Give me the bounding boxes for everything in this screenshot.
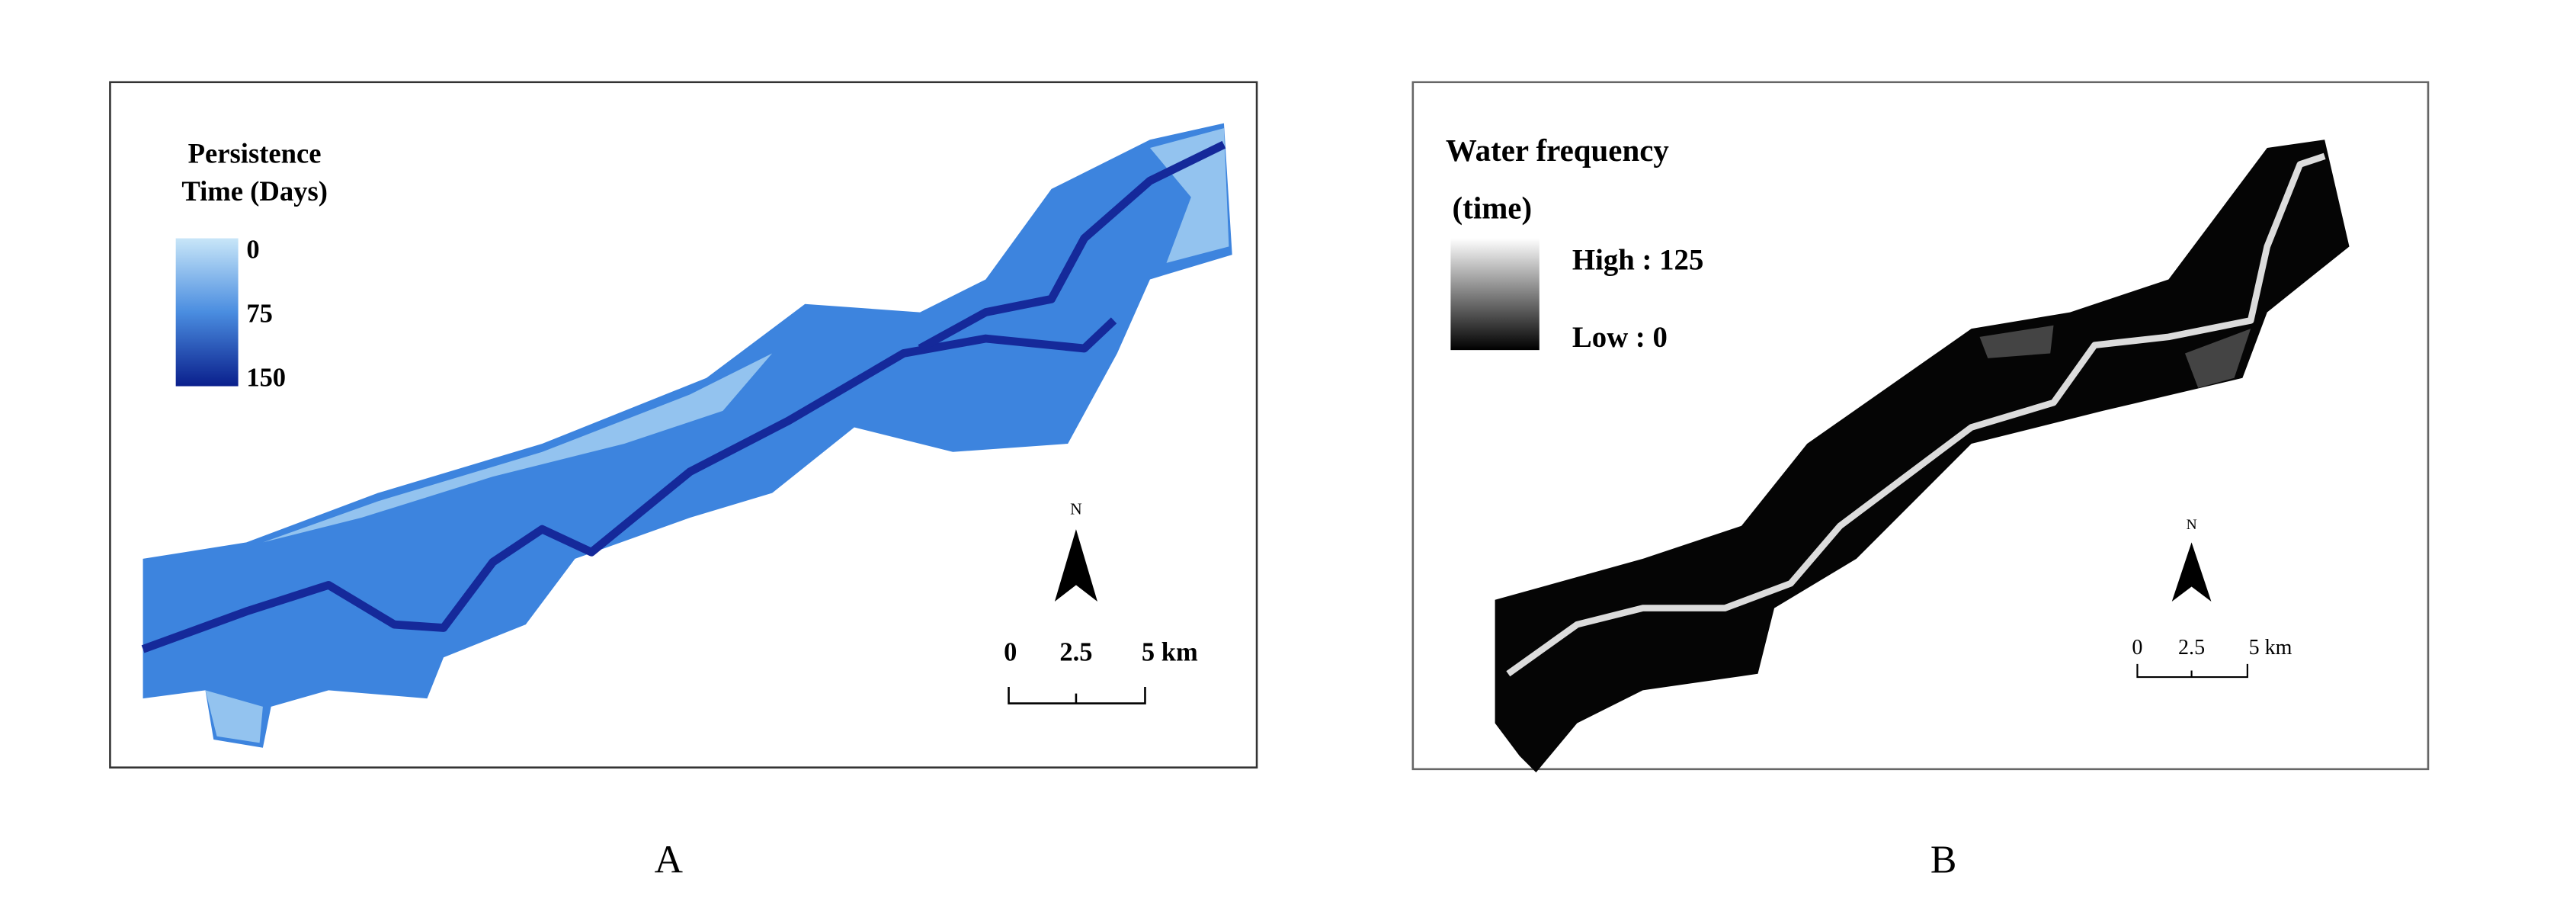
panel-caption: A <box>655 839 683 882</box>
legend-label: High : 125 <box>1572 244 1703 277</box>
occasional-water <box>2184 329 2251 388</box>
legend-label: 0 <box>246 235 259 264</box>
scale-label: 2.5 <box>1059 638 1092 667</box>
legend-title: Water frequency <box>1446 133 1669 168</box>
low-persistence-area <box>1149 128 1229 263</box>
river-extent <box>143 123 1232 748</box>
legend-label: Low : 0 <box>1572 321 1668 354</box>
legend-gradient <box>1450 238 1540 351</box>
river-extent <box>1495 140 2350 773</box>
north-label: N <box>1070 500 1082 518</box>
scale-label: 0 <box>1004 638 1017 667</box>
legend-label: 75 <box>246 299 272 328</box>
scale-label: 0 <box>2132 636 2142 659</box>
north-label: N <box>2187 517 2197 533</box>
scale-label: 2.5 <box>2178 636 2205 659</box>
occasional-water <box>1979 325 2054 358</box>
legend-title: Persistence <box>188 137 322 168</box>
scale-bar <box>1008 687 1146 704</box>
legend-title: (time) <box>1453 191 1533 226</box>
north-arrow <box>2171 542 2212 602</box>
north-arrow <box>1054 529 1097 602</box>
legend-gradient <box>175 238 239 387</box>
panel-caption: B <box>1930 839 1957 882</box>
legend-label: 150 <box>246 364 286 393</box>
scale-label: 5 km <box>1142 638 1198 667</box>
river-channel <box>918 140 1226 352</box>
river-channel <box>141 317 1117 653</box>
river-channel <box>1506 152 2326 677</box>
low-persistence-area <box>205 690 263 743</box>
scale-label: 5 km <box>2249 636 2292 659</box>
legend-title: Time (Days) <box>181 175 328 207</box>
scale-bar <box>2136 663 2248 679</box>
